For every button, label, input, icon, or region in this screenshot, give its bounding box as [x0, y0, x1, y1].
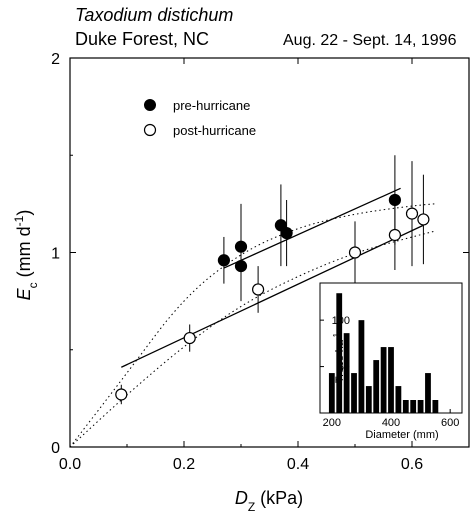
inset-x-tick-label: 200 — [323, 417, 341, 429]
main-y-axis-label: Ec (mm d-1) — [12, 210, 40, 301]
post-hurricane-point — [417, 213, 430, 226]
data-points — [115, 155, 430, 405]
main-x-tick-label: 0.4 — [287, 456, 309, 473]
inset-y-tick-label: 100 — [332, 315, 350, 327]
inset-y-tick-label: 50 — [338, 362, 350, 374]
inset-x-axis: 200 400 600 — [323, 409, 459, 429]
legend-post-hurricane-marker — [143, 123, 157, 137]
site-title: Duke Forest, NC — [75, 29, 209, 49]
histogram-bar — [395, 386, 402, 413]
histogram-bar — [380, 347, 387, 413]
histogram-bar — [432, 400, 439, 413]
histogram-bar — [373, 360, 380, 413]
post-hurricane-point — [405, 207, 419, 220]
histogram-bar — [365, 386, 372, 413]
post-hurricane-point — [252, 283, 265, 296]
inset-histogram: 50 100 200 400 600 Trees ha-1 Diameter (mm) — [319, 282, 463, 441]
histogram-bar — [336, 293, 343, 413]
main-y-tick-label: 1 — [51, 246, 60, 263]
fit-line-pre — [223, 187, 401, 269]
inset-bars — [328, 293, 439, 413]
main-y-tick-label: 0 — [51, 440, 60, 457]
main-x-axis-label: DZ (kPa) — [235, 488, 303, 514]
inset-y-axis: 50 100 — [320, 315, 350, 374]
legend-pre-hurricane-label: pre-hurricane — [173, 98, 250, 113]
legend: pre-hurricane post-hurricane — [143, 98, 256, 138]
fit-line-post — [121, 224, 424, 368]
main-x-axis: 0.0 0.2 0.4 0.6 — [59, 58, 423, 473]
main-x-tick-label: 0.0 — [59, 456, 81, 473]
post-hurricane-point — [183, 331, 196, 345]
legend-pre-hurricane-marker — [144, 99, 156, 111]
legend-post-hurricane-label: post-hurricane — [173, 123, 256, 138]
main-chart: 0 1 2 0.0 0.2 0.4 0.6 Ec (mm d-1) DZ (kPa) pr… — [12, 51, 470, 514]
pre-hurricane-point — [280, 226, 293, 240]
main-y-tick-label: 2 — [51, 51, 60, 68]
fit-lines — [121, 187, 424, 368]
histogram-bar — [388, 347, 394, 413]
histogram-bar — [417, 400, 424, 413]
histogram-bar — [425, 373, 431, 413]
histogram-bar — [351, 373, 357, 413]
histogram-bar — [328, 373, 335, 413]
histogram-bar — [358, 320, 365, 413]
histogram-bar — [343, 333, 350, 413]
species-title: Taxodium distichum — [75, 5, 233, 25]
main-x-tick-label: 0.6 — [401, 456, 423, 473]
post-hurricane-point — [115, 388, 128, 401]
period-title: Aug. 22 - Sept. 14, 1996 — [283, 32, 457, 49]
inset-x-tick-label: 400 — [382, 417, 400, 429]
post-hurricane-point — [388, 228, 401, 242]
inset-y-axis-label: Trees ha-1 — [332, 332, 347, 383]
inset-x-axis-label: Diameter (mm) — [365, 429, 438, 441]
main-y-axis: 0 1 2 — [51, 51, 469, 457]
pre-hurricane-point — [217, 254, 230, 267]
histogram-bar — [402, 400, 409, 413]
post-hurricane-point — [348, 246, 362, 259]
histogram-bar — [410, 400, 417, 413]
inset-x-tick-label: 600 — [441, 417, 459, 429]
pre-hurricane-point — [234, 260, 248, 273]
main-x-tick-label: 0.2 — [173, 456, 195, 473]
